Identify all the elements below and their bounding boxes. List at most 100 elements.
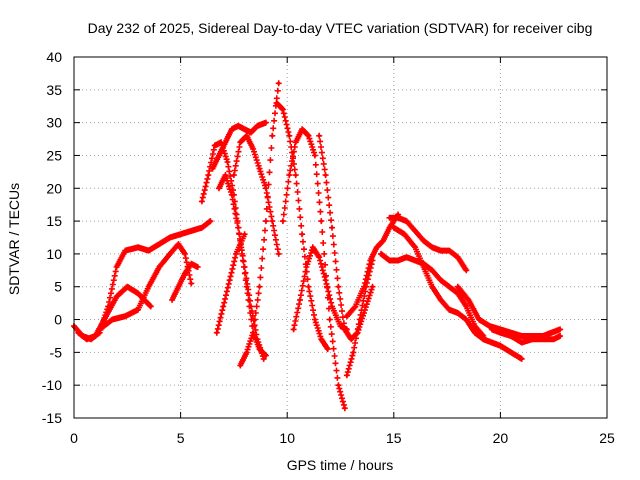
data-point bbox=[189, 262, 193, 266]
series-markers bbox=[316, 132, 376, 343]
data-point bbox=[189, 229, 193, 233]
data-point bbox=[208, 219, 213, 223]
data-point bbox=[115, 294, 119, 299]
data-point bbox=[300, 127, 304, 131]
data-point bbox=[353, 304, 358, 309]
data-point bbox=[210, 166, 215, 171]
data-point bbox=[264, 121, 268, 125]
data-point bbox=[387, 258, 392, 263]
series-arc-17 bbox=[386, 214, 470, 274]
data-point bbox=[242, 265, 247, 269]
series-arc-7 bbox=[216, 172, 267, 362]
data-point bbox=[464, 304, 468, 309]
data-point bbox=[183, 272, 187, 276]
data-point bbox=[217, 186, 221, 190]
data-point bbox=[558, 327, 562, 331]
data-point bbox=[456, 285, 460, 289]
y-axis-label: SDTVAR / TECUs bbox=[6, 183, 22, 295]
data-point bbox=[509, 334, 513, 338]
data-point bbox=[362, 311, 366, 315]
data-point bbox=[242, 127, 247, 131]
data-point bbox=[149, 304, 153, 309]
series-arc-16 bbox=[343, 257, 376, 379]
data-point bbox=[294, 173, 298, 177]
data-point bbox=[404, 219, 409, 223]
data-point bbox=[343, 327, 347, 331]
data-point bbox=[520, 334, 524, 338]
data-point bbox=[281, 219, 285, 223]
data-point bbox=[313, 153, 317, 158]
grid-lines bbox=[74, 57, 607, 418]
x-tick-label: 5 bbox=[177, 430, 185, 446]
data-point bbox=[115, 265, 119, 269]
data-point bbox=[249, 130, 253, 135]
data-point bbox=[123, 314, 127, 318]
data-point bbox=[251, 147, 255, 151]
data-point bbox=[490, 340, 494, 345]
data-point bbox=[464, 268, 468, 272]
y-tick-label: 0 bbox=[54, 312, 62, 328]
data-point bbox=[464, 317, 468, 322]
data-point bbox=[477, 317, 481, 322]
data-point bbox=[328, 317, 332, 322]
data-point bbox=[422, 239, 426, 243]
data-point bbox=[336, 383, 340, 387]
series-markers bbox=[279, 126, 348, 412]
data-point bbox=[136, 245, 140, 249]
data-point bbox=[294, 140, 298, 144]
series-markers bbox=[71, 218, 214, 343]
y-tick-label: 15 bbox=[46, 213, 62, 229]
data-point bbox=[236, 226, 240, 230]
data-point bbox=[404, 255, 409, 259]
series-arc-4 bbox=[169, 260, 201, 303]
data-point bbox=[375, 245, 379, 249]
data-point bbox=[541, 337, 545, 341]
data-point bbox=[351, 350, 355, 354]
data-point bbox=[262, 357, 266, 361]
data-point bbox=[183, 252, 187, 256]
data-point bbox=[498, 331, 502, 335]
series-arc-19 bbox=[390, 224, 525, 362]
data-point bbox=[110, 317, 114, 322]
data-point bbox=[232, 173, 236, 177]
x-tick-label: 15 bbox=[386, 430, 402, 446]
y-tick-label: 5 bbox=[54, 279, 62, 295]
data-point bbox=[277, 81, 281, 85]
data-point bbox=[136, 291, 140, 295]
data-point bbox=[298, 298, 302, 302]
data-point bbox=[358, 317, 362, 322]
data-point bbox=[549, 331, 554, 335]
data-point bbox=[509, 350, 513, 354]
series-arc-14 bbox=[316, 132, 376, 343]
data-point bbox=[176, 242, 181, 246]
data-point bbox=[176, 285, 181, 289]
data-point bbox=[387, 226, 392, 230]
series-arc-20 bbox=[454, 283, 564, 339]
data-point bbox=[238, 140, 242, 144]
series-arc-6 bbox=[209, 119, 269, 172]
data-point bbox=[530, 337, 534, 341]
data-point bbox=[76, 331, 80, 335]
data-point bbox=[238, 363, 242, 368]
data-point bbox=[439, 249, 443, 253]
data-point bbox=[125, 285, 129, 289]
data-point bbox=[264, 219, 268, 223]
data-point bbox=[245, 134, 249, 138]
x-axis-label: GPS time / hours bbox=[287, 457, 394, 473]
series-arc-11 bbox=[273, 99, 331, 353]
data-point bbox=[97, 327, 102, 331]
data-point bbox=[330, 226, 334, 230]
data-point bbox=[242, 232, 247, 236]
data-point bbox=[225, 160, 230, 164]
data-point bbox=[430, 268, 434, 272]
series-markers bbox=[343, 257, 376, 379]
data-point bbox=[168, 252, 172, 256]
data-point bbox=[157, 242, 161, 246]
data-point bbox=[317, 134, 321, 138]
data-point bbox=[447, 249, 451, 253]
data-point bbox=[345, 314, 349, 318]
data-point bbox=[300, 232, 304, 236]
data-point bbox=[370, 258, 375, 263]
x-tick-label: 0 bbox=[70, 430, 78, 446]
data-point bbox=[488, 324, 492, 328]
